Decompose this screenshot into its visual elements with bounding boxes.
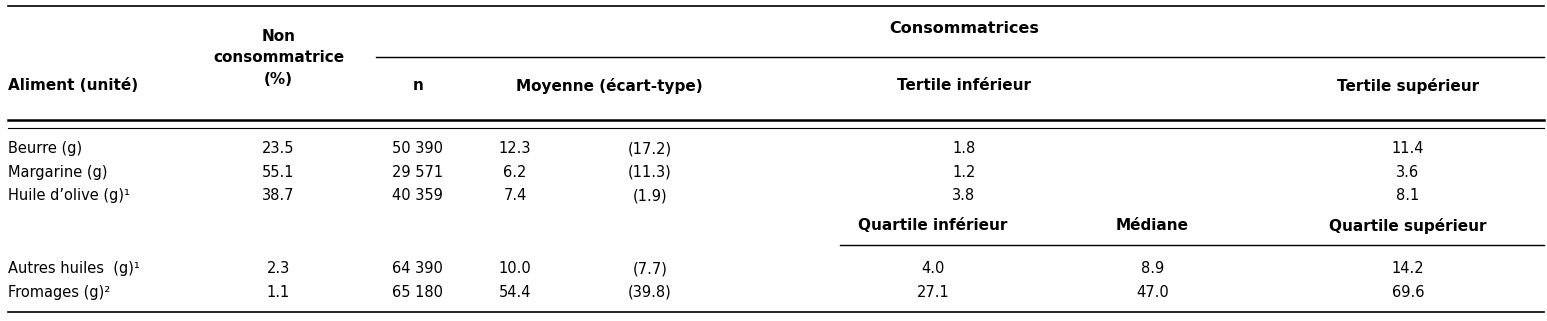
- Text: 10.0: 10.0: [498, 261, 532, 276]
- Text: consommatrice: consommatrice: [213, 50, 343, 65]
- Text: (7.7): (7.7): [633, 261, 667, 276]
- Text: 47.0: 47.0: [1135, 285, 1170, 299]
- Text: 23.5: 23.5: [261, 141, 295, 156]
- Text: Autres huiles  (g)¹: Autres huiles (g)¹: [8, 261, 139, 276]
- Text: 1.8: 1.8: [951, 141, 976, 156]
- Text: (1.9): (1.9): [633, 188, 667, 203]
- Text: 7.4: 7.4: [503, 188, 528, 203]
- Text: 54.4: 54.4: [498, 285, 532, 299]
- Text: 65 180: 65 180: [393, 285, 442, 299]
- Text: 50 390: 50 390: [393, 141, 442, 156]
- Text: 14.2: 14.2: [1391, 261, 1425, 276]
- Text: 12.3: 12.3: [498, 141, 532, 156]
- Text: Beurre (g): Beurre (g): [8, 141, 82, 156]
- Text: 3.6: 3.6: [1397, 165, 1419, 180]
- Text: Tertile inférieur: Tertile inférieur: [897, 78, 1030, 93]
- Text: 29 571: 29 571: [391, 165, 444, 180]
- Text: Quartile inférieur: Quartile inférieur: [859, 218, 1007, 233]
- Text: 1.1: 1.1: [266, 285, 291, 299]
- Text: Quartile supérieur: Quartile supérieur: [1329, 218, 1487, 234]
- Text: 11.4: 11.4: [1391, 141, 1425, 156]
- Text: Non: Non: [261, 29, 295, 44]
- Text: 27.1: 27.1: [916, 285, 950, 299]
- Text: (11.3): (11.3): [628, 165, 671, 180]
- Text: Aliment (unité): Aliment (unité): [8, 78, 138, 93]
- Text: Huile d’olive (g)¹: Huile d’olive (g)¹: [8, 188, 130, 203]
- Text: 69.6: 69.6: [1391, 285, 1425, 299]
- Text: Moyenne (écart-type): Moyenne (écart-type): [517, 78, 702, 94]
- Text: 8.1: 8.1: [1395, 188, 1420, 203]
- Text: Médiane: Médiane: [1115, 218, 1190, 233]
- Text: 38.7: 38.7: [261, 188, 295, 203]
- Text: 1.2: 1.2: [951, 165, 976, 180]
- Text: 8.9: 8.9: [1140, 261, 1165, 276]
- Text: 6.2: 6.2: [503, 165, 528, 180]
- Text: n: n: [412, 78, 424, 93]
- Text: (%): (%): [265, 72, 292, 87]
- Text: Margarine (g): Margarine (g): [8, 165, 107, 180]
- Text: 4.0: 4.0: [920, 261, 945, 276]
- Text: 64 390: 64 390: [393, 261, 442, 276]
- Text: 55.1: 55.1: [261, 165, 295, 180]
- Text: (39.8): (39.8): [628, 285, 671, 299]
- Text: Fromages (g)²: Fromages (g)²: [8, 285, 110, 299]
- Text: 40 359: 40 359: [393, 188, 442, 203]
- Text: Tertile supérieur: Tertile supérieur: [1337, 78, 1479, 94]
- Text: (17.2): (17.2): [628, 141, 671, 156]
- Text: 2.3: 2.3: [266, 261, 291, 276]
- Text: 3.8: 3.8: [953, 188, 975, 203]
- Text: Consommatrices: Consommatrices: [890, 22, 1038, 36]
